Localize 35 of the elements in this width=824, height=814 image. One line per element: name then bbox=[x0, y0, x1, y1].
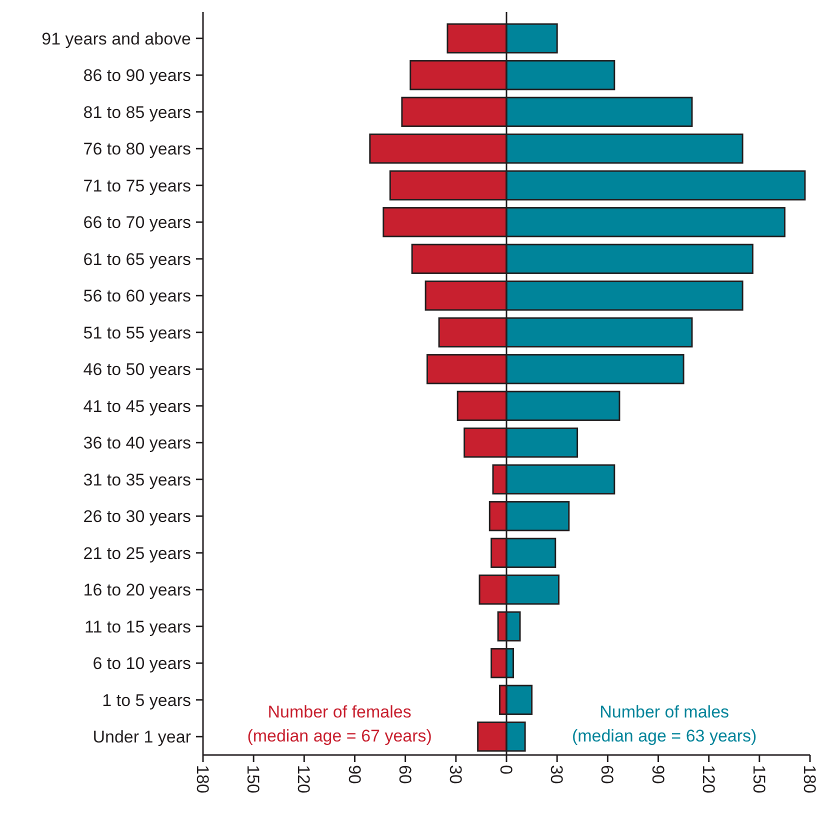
y-tick-label: 41 to 45 years bbox=[83, 396, 191, 416]
y-tick-label: 91 years and above bbox=[42, 29, 191, 48]
y-tick-label: 86 to 90 years bbox=[83, 66, 191, 86]
x-tick-label: 150 bbox=[749, 765, 768, 794]
y-tick-label: 31 to 35 years bbox=[83, 470, 191, 490]
x-tick-label: 90 bbox=[648, 765, 668, 784]
x-tick-label: 60 bbox=[395, 765, 414, 784]
y-tick-label: Under 1 year bbox=[92, 728, 192, 747]
y-tick-label: 81 to 85 years bbox=[83, 102, 191, 122]
x-tick-label: 120 bbox=[294, 765, 314, 794]
y-tick-label: 51 to 55 years bbox=[83, 323, 191, 342]
y-tick-label: 21 to 25 years bbox=[83, 544, 191, 563]
y-tick-label: 71 to 75 years bbox=[83, 176, 191, 196]
x-tick-label: 180 bbox=[800, 765, 819, 794]
x-tick-label: 90 bbox=[344, 765, 364, 784]
y-tick-label: 6 to 10 years bbox=[92, 654, 191, 674]
y-tick-label: 56 to 60 years bbox=[83, 286, 191, 306]
text: Number of females (median age = 67 years) bbox=[247, 702, 432, 746]
x-tick-label: 0 bbox=[496, 765, 516, 774]
y-tick-label: 11 to 15 years bbox=[84, 617, 191, 636]
x-tick-label: 30 bbox=[547, 765, 566, 784]
y-tick-label: 61 to 65 years bbox=[83, 250, 191, 269]
y-tick-label: 26 to 30 years bbox=[83, 507, 191, 526]
y-tick-label: 36 to 40 years bbox=[83, 434, 191, 453]
y-tick-label: 16 to 20 years bbox=[83, 580, 191, 600]
x-tick-label: 60 bbox=[598, 765, 617, 784]
y-tick-label: 46 to 50 years bbox=[83, 360, 191, 380]
text: Number of males (median age = 63 years) bbox=[572, 702, 757, 746]
y-tick-label: 1 to 5 years bbox=[102, 690, 191, 710]
x-tick-label: 30 bbox=[446, 765, 465, 784]
y-tick-label: 66 to 70 years bbox=[83, 213, 191, 232]
x-tick-label: 180 bbox=[193, 765, 212, 794]
y-tick-label: 76 to 80 years bbox=[83, 140, 191, 159]
x-tick-label: 120 bbox=[698, 765, 718, 794]
x-tick-label: 150 bbox=[244, 765, 263, 794]
